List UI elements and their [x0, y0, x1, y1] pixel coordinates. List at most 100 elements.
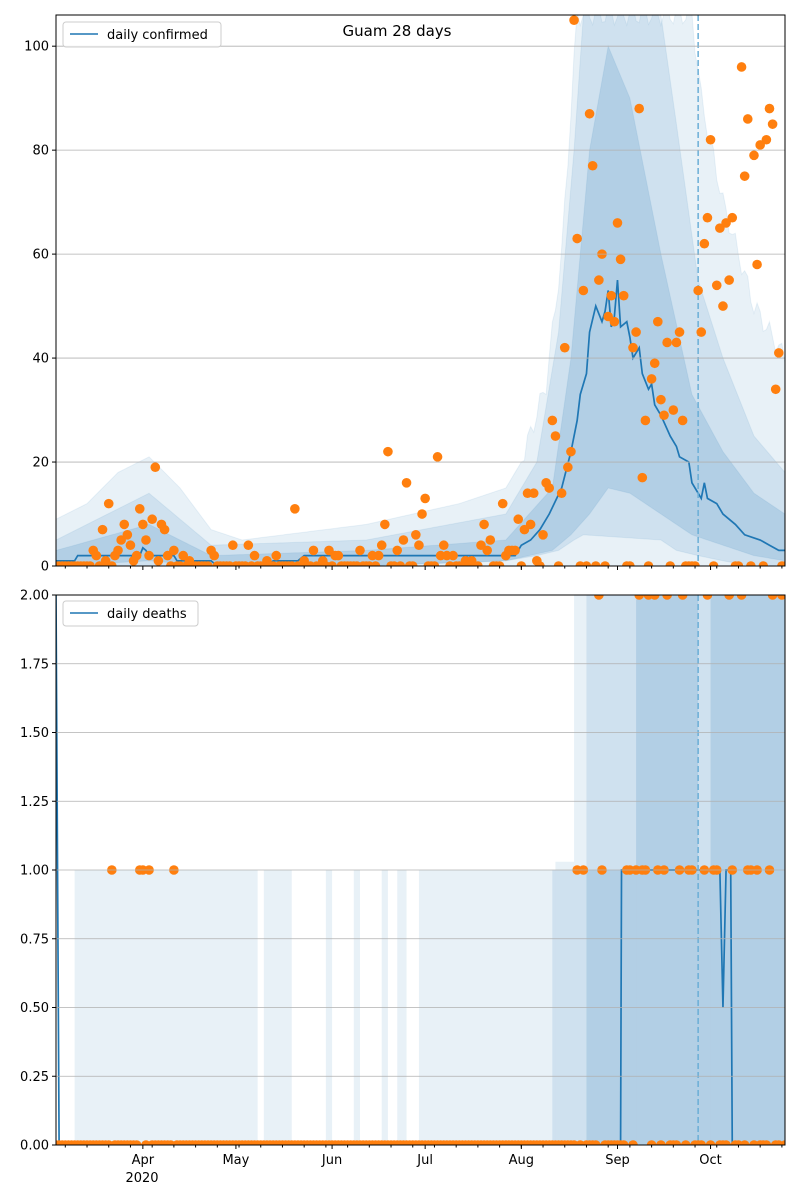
observed-point	[169, 545, 179, 556]
x-tick-label: Jun	[321, 1153, 342, 1168]
observed-point	[668, 405, 679, 415]
observed-point	[401, 478, 412, 488]
observed-point	[780, 1140, 785, 1145]
observed-point	[243, 540, 254, 551]
observed-point	[556, 488, 567, 499]
observed-point	[429, 561, 440, 566]
observed-point	[131, 1140, 142, 1145]
observed-point	[708, 561, 719, 566]
observed-point	[550, 431, 561, 441]
observed-point	[473, 561, 483, 566]
y-tick-label: 0.25	[20, 1070, 49, 1085]
axes-frame	[55, 594, 786, 1146]
y-tick-label: 1.00	[20, 864, 49, 879]
observed-point	[724, 275, 734, 285]
observed-point	[327, 561, 337, 566]
observed-point	[535, 561, 545, 566]
observed-point	[153, 556, 164, 566]
observed-point	[677, 415, 688, 426]
observed-point	[767, 595, 778, 600]
observed-point	[91, 550, 102, 561]
observed-point	[646, 1140, 657, 1145]
observed-point	[705, 1140, 716, 1145]
observed-point	[355, 545, 365, 556]
observed-point	[538, 530, 548, 540]
observed-point	[380, 519, 390, 530]
observed-point	[690, 561, 700, 566]
observed-point	[653, 316, 663, 327]
observed-point	[209, 550, 220, 561]
observed-point	[736, 62, 747, 72]
observed-point	[494, 561, 505, 566]
observed-point	[407, 561, 418, 566]
observed-point	[637, 472, 648, 483]
observed-point	[733, 561, 744, 566]
observed-point	[699, 238, 710, 249]
legend-label-confirmed: daily confirmed	[107, 28, 208, 43]
observed-point	[144, 550, 154, 561]
observed-point	[249, 550, 260, 561]
observed-point	[448, 550, 458, 561]
observed-point	[761, 134, 772, 145]
observed-point	[643, 561, 654, 566]
observed-point	[141, 535, 151, 545]
observed-point	[107, 561, 117, 566]
y-tick-label: 0.75	[20, 932, 49, 947]
x-tick-label: Aug	[509, 1153, 534, 1168]
x-tick-label: Oct	[699, 1153, 721, 1168]
observed-point	[572, 233, 582, 244]
legend-deaths: daily deaths	[62, 600, 199, 627]
observed-point	[578, 285, 589, 296]
observed-point	[125, 540, 136, 551]
observed-point	[634, 595, 644, 600]
observed-point	[649, 595, 660, 600]
x-tick-label: May	[222, 1153, 249, 1168]
observed-point	[485, 535, 496, 545]
observed-point	[721, 1140, 731, 1145]
observed-point	[680, 1140, 691, 1145]
observed-point	[510, 545, 520, 556]
chart-title: Guam 28 days	[343, 22, 452, 40]
observed-point	[547, 415, 558, 426]
observed-point	[566, 446, 576, 457]
observed-point	[513, 514, 524, 525]
observed-point	[628, 1140, 638, 1145]
observed-point	[308, 545, 319, 556]
observed-point	[612, 218, 623, 228]
observed-point	[752, 259, 762, 270]
observed-point	[773, 348, 784, 358]
observed-point	[671, 1140, 682, 1145]
confidence-band-outer	[56, 15, 785, 566]
observed-point	[656, 394, 666, 405]
x-tick-label: Jul	[416, 1153, 433, 1168]
observed-point	[693, 285, 703, 296]
observed-point	[85, 561, 95, 566]
observed-point	[696, 327, 707, 337]
observed-point	[290, 504, 300, 514]
observed-point	[398, 535, 409, 545]
observed-point	[628, 342, 638, 353]
observed-point	[383, 446, 393, 457]
x-tick-label: Apr	[132, 1153, 155, 1168]
observed-point	[724, 595, 734, 600]
observed-point	[702, 212, 713, 223]
observed-point	[584, 108, 595, 119]
observed-point	[594, 595, 604, 600]
observed-point	[606, 290, 617, 301]
observed-point	[594, 275, 604, 285]
observed-point	[742, 114, 753, 124]
y-tick-label: 1.50	[20, 726, 49, 741]
observed-point	[618, 1140, 629, 1145]
observed-point	[395, 561, 406, 566]
observed-point	[559, 342, 570, 353]
observed-point	[705, 134, 716, 145]
observed-point	[746, 561, 756, 566]
y-tick-label: 0	[41, 560, 49, 575]
observed-point	[659, 410, 669, 421]
observed-point	[656, 1140, 666, 1145]
observed-point	[420, 493, 430, 504]
observed-point	[147, 514, 157, 525]
observed-point	[228, 540, 238, 551]
observed-point	[482, 545, 492, 556]
observed-point	[417, 509, 427, 519]
